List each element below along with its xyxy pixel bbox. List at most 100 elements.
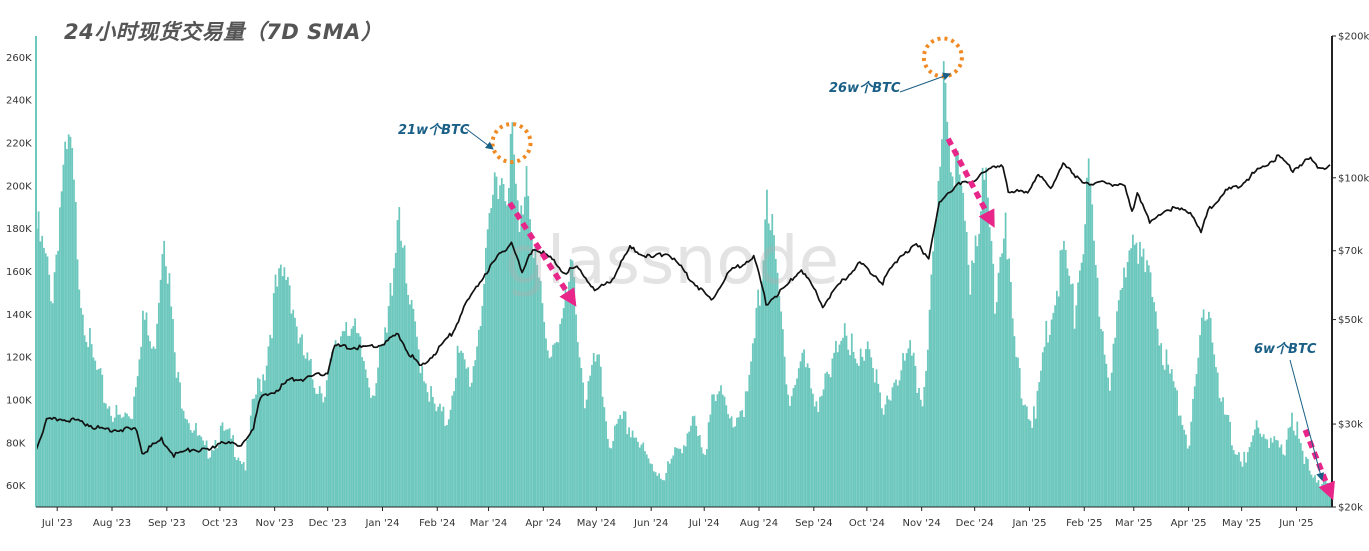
volume-bar [953, 189, 956, 507]
volume-bar [608, 447, 611, 507]
volume-bar [631, 430, 634, 507]
volume-bar [781, 329, 784, 507]
volume-bar [394, 252, 397, 507]
volume-bar [854, 358, 857, 507]
volume-bar [840, 340, 843, 507]
volume-bar [1273, 436, 1276, 507]
volume-bar [145, 312, 148, 507]
volume-bar [918, 388, 920, 507]
x-tick-label: Nov '24 [903, 518, 941, 529]
volume-bar [1197, 357, 1200, 507]
volume-bar [1287, 428, 1290, 507]
volume-bar [96, 369, 98, 507]
volume-bar [704, 454, 706, 507]
volume-bar [391, 295, 394, 507]
volume-bar [1017, 357, 1019, 507]
volume-bar [987, 197, 989, 507]
volume-bar [81, 314, 84, 507]
volume-bar [1018, 368, 1021, 507]
volume-bar [1308, 470, 1311, 507]
x-tick-label: Mar '24 [470, 518, 508, 529]
y-left-tick-label: 240K [6, 96, 32, 107]
volume-bar [302, 355, 305, 507]
volume-bar [644, 451, 646, 507]
volume-bar [188, 423, 190, 507]
x-tick-label: Jan '25 [1011, 518, 1046, 529]
volume-bar [73, 179, 75, 507]
volume-bar [304, 358, 307, 507]
volume-bar [882, 414, 885, 507]
volume-bar [928, 309, 931, 507]
volume-bar [843, 323, 846, 507]
volume-bar [481, 305, 484, 507]
volume-bar [525, 166, 528, 507]
volume-bar [721, 394, 724, 507]
volume-bar [288, 285, 291, 507]
volume-bar [175, 377, 178, 507]
volume-bar [1054, 305, 1056, 507]
volume-bar [149, 341, 151, 507]
volume-bar [679, 448, 682, 507]
volume-bar [571, 260, 574, 507]
volume-bar [1204, 320, 1207, 507]
volume-bar [606, 438, 609, 507]
volume-bar [852, 351, 855, 507]
volume-bar [1010, 281, 1012, 507]
volume-bar [870, 357, 873, 507]
volume-bar [348, 335, 351, 507]
volume-bar [1057, 296, 1060, 507]
volume-bar [1096, 277, 1099, 507]
volume-bar [743, 417, 745, 507]
volume-bar [670, 458, 673, 507]
volume-bar [1169, 373, 1171, 507]
volume-bar [378, 345, 381, 507]
volume-bar [170, 306, 173, 507]
volume-bar [228, 428, 231, 507]
volume-bar [1075, 305, 1078, 507]
volume-bar [1307, 458, 1309, 507]
volume-bar [585, 399, 588, 507]
volume-bar [456, 345, 459, 507]
volume-bar [688, 431, 691, 507]
volume-bar [1082, 254, 1085, 507]
volume-bar [417, 349, 420, 507]
volume-bar [569, 259, 572, 507]
volume-bar [665, 472, 668, 507]
volume-bar [957, 150, 959, 507]
volume-bar [196, 435, 199, 507]
volume-bar [1177, 415, 1180, 507]
volume-bar [276, 286, 279, 507]
volume-bar [728, 418, 731, 507]
volume-bar [1068, 275, 1071, 507]
volume-bar [1124, 277, 1127, 507]
volume-bar [880, 408, 883, 507]
volume-bar [923, 386, 926, 507]
volume-bar [1128, 250, 1131, 507]
volume-bar [177, 372, 180, 507]
x-tick-label: Oct '23 [202, 518, 238, 529]
volume-bar [249, 415, 252, 507]
volume-bar [760, 281, 763, 507]
volume-bar [264, 380, 266, 507]
volume-bar [888, 399, 890, 507]
volume-bar [707, 422, 710, 507]
volume-bar [136, 376, 139, 507]
volume-bar [693, 415, 696, 507]
volume-bar [414, 321, 417, 507]
volume-bar [308, 360, 310, 507]
volume-bar [691, 416, 694, 507]
volume-bar [516, 200, 519, 507]
volume-bar [960, 185, 963, 508]
volume-bar [797, 368, 800, 507]
volume-bar [746, 391, 749, 507]
volume-bar [338, 345, 341, 507]
volume-bar [1027, 419, 1030, 507]
volume-bar [753, 338, 756, 507]
volume-bar [97, 369, 100, 507]
volume-bar [1292, 430, 1295, 507]
volume-bar [1218, 397, 1221, 507]
volume-bar [57, 250, 59, 507]
volume-bar [66, 149, 68, 507]
volume-bar [992, 263, 995, 507]
volume-bar [1266, 439, 1269, 507]
